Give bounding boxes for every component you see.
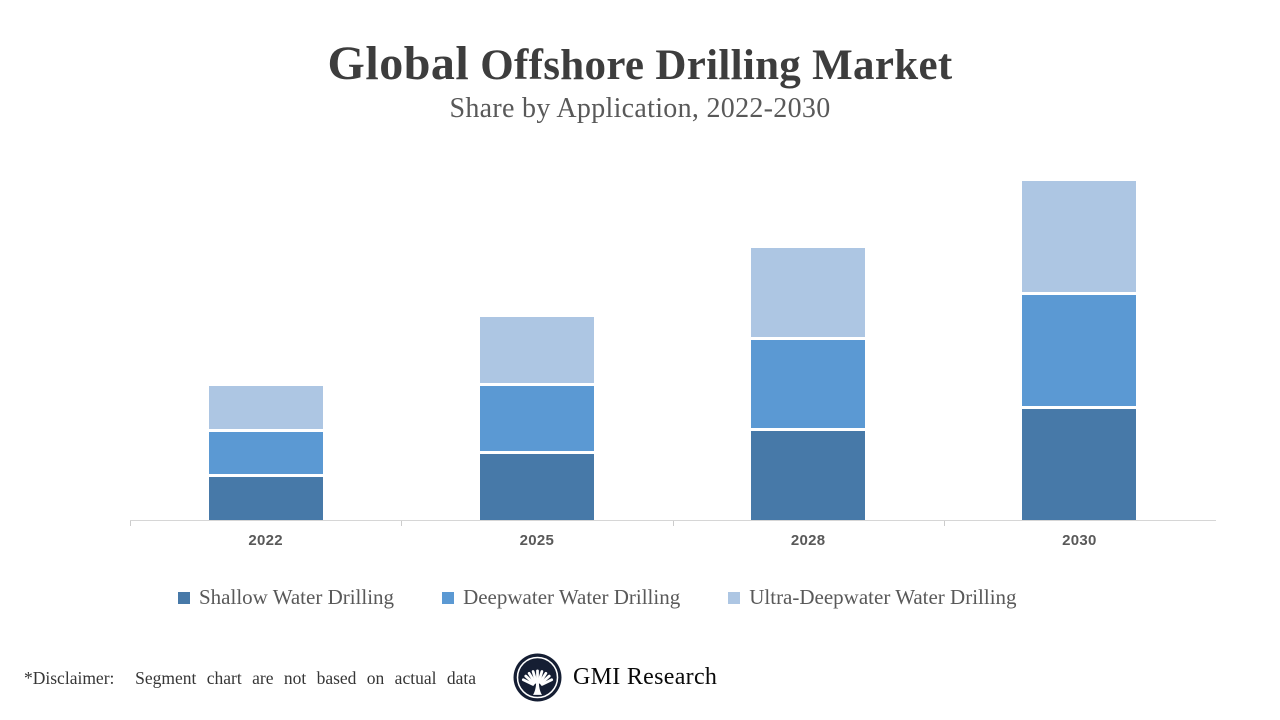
x-axis-label-2030: 2030 — [1062, 532, 1097, 549]
bar-segment — [208, 431, 323, 475]
bar-segment — [479, 317, 594, 383]
chart-title-rest: Offshore Drilling Market — [469, 42, 953, 89]
legend-swatch-icon — [728, 591, 741, 604]
x-axis-line — [130, 520, 1216, 521]
brand-lockup: GMI Research — [513, 653, 717, 702]
legend-item: Shallow Water Drilling — [178, 585, 394, 610]
bar-segment — [1022, 408, 1137, 520]
bar-segment — [479, 454, 594, 520]
legend-label: Ultra-Deepwater Water Drilling — [749, 585, 1017, 609]
chart-legend: Shallow Water Drilling Deepwater Water Dr… — [178, 585, 1017, 610]
legend-swatch-icon — [442, 591, 455, 604]
bar-segment — [751, 431, 866, 520]
chart-title-lead: Global — [327, 37, 470, 90]
axis-tick — [672, 521, 674, 526]
x-axis-label-2022: 2022 — [248, 532, 283, 549]
x-axis-label-2025: 2025 — [519, 532, 555, 549]
x-axis-label-2028: 2028 — [790, 532, 826, 549]
plot-area — [130, 160, 1215, 520]
legend-item: Ultra-Deepwater Water Drilling — [728, 585, 1017, 610]
chart-header: Global Offshore Drilling Market Share by… — [0, 38, 1280, 125]
legend-label: Deepwater Water Drilling — [463, 585, 681, 609]
brand-name: GMI Research — [573, 664, 718, 690]
bar-segment — [208, 477, 323, 520]
bar-segment — [479, 385, 594, 452]
axis-tick — [130, 521, 131, 526]
bar-segment — [1022, 180, 1137, 292]
stacked-bar-2030 — [1022, 180, 1137, 520]
bar-segment — [751, 339, 866, 429]
bar-column-2025 — [401, 160, 672, 520]
bar-segment — [1022, 294, 1137, 406]
legend-label: Shallow Water Drilling — [199, 585, 395, 609]
palmette-tree-icon — [513, 653, 562, 702]
legend-swatch-icon — [178, 591, 190, 604]
stacked-bar-2028 — [751, 248, 866, 520]
legend-item: Deepwater Water Drilling — [442, 585, 680, 610]
chart-title: Global Offshore Drilling Market — [0, 38, 1280, 90]
bar-segment — [751, 248, 866, 337]
bar-column-2030 — [944, 160, 1215, 520]
axis-tick — [401, 521, 403, 526]
chart-subtitle: Share by Application, 2022-2030 — [449, 92, 831, 124]
stacked-bar-2025 — [479, 317, 594, 520]
axis-tick — [943, 521, 945, 526]
bar-column-2022 — [130, 160, 401, 520]
bar-segment — [208, 386, 323, 429]
bar-column-2028 — [673, 160, 944, 520]
disclaimer-text: *Disclaimer: Segment chart are not based… — [24, 668, 476, 688]
stacked-bar-2022 — [208, 386, 323, 520]
